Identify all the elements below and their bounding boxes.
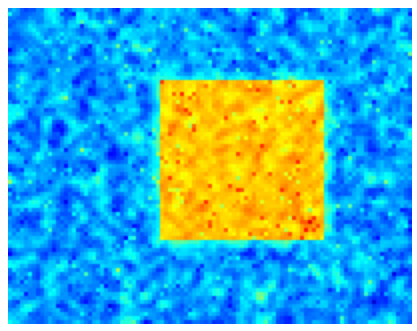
heatmap-image: [8, 8, 412, 324]
noise-heatmap-canvas: [8, 8, 412, 324]
